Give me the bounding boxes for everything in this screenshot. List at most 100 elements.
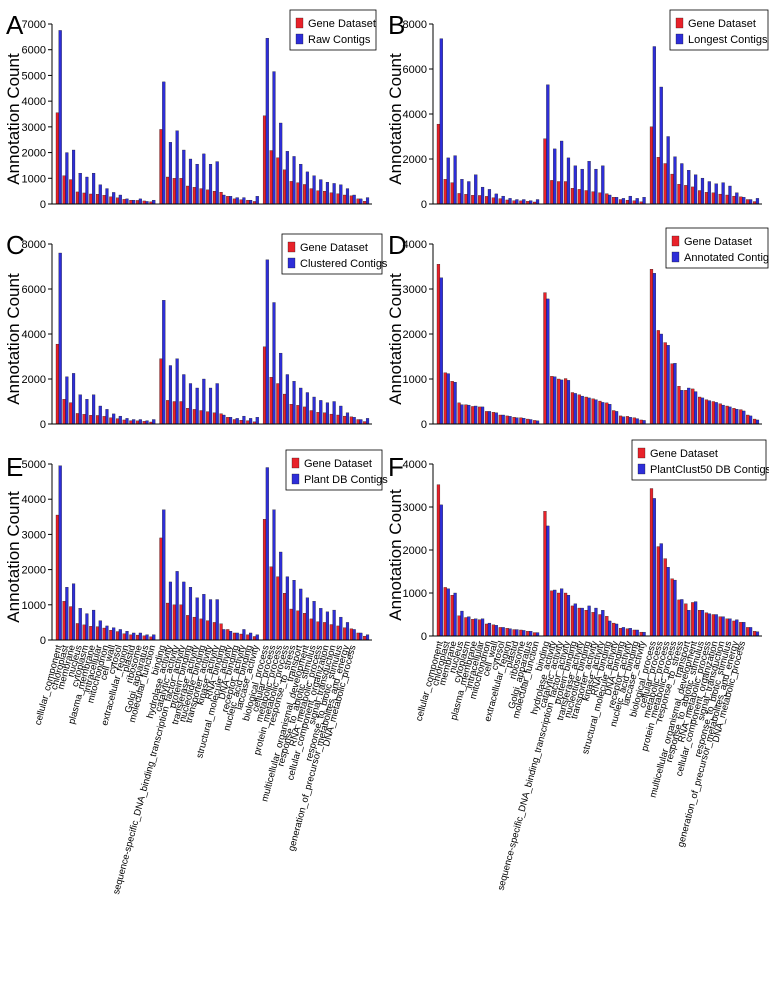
bar-c-s1-39 (325, 402, 329, 425)
legend: Gene Dataset PlantClust50 DB Contigs (631, 439, 769, 481)
bar-a-s1-22 (208, 163, 213, 205)
bar-a-s1-34 (292, 156, 296, 205)
bar-d-s1-0 (439, 277, 443, 425)
bar-c-s1-4 (85, 399, 89, 425)
bar-b-s0-34 (677, 184, 681, 205)
bar-b-s1-38 (707, 181, 711, 205)
bar-e-s1-35 (299, 588, 303, 641)
bar-b-s0-43 (739, 196, 743, 205)
bar-a-s1-42 (345, 188, 350, 205)
bar-a-s1-11 (132, 199, 136, 205)
y-tick-label: 4000 (22, 96, 46, 108)
bar-a-s0-35 (296, 182, 300, 205)
bar-d-s1-19 (573, 393, 577, 425)
bar-b-s1-5 (474, 174, 478, 205)
bar-a-s1-12 (138, 198, 142, 205)
bar-b-s1-40 (721, 182, 725, 205)
bar-b-s1-12 (522, 199, 526, 205)
bar-d-s1-25 (614, 411, 619, 425)
bar-e-s0-40 (329, 624, 333, 641)
bar-f-s0-38 (704, 612, 709, 637)
bar-c-s1-16 (168, 365, 172, 425)
bar-e-s1-42 (345, 622, 350, 641)
bar-a-s1-20 (195, 163, 199, 205)
bar-f-s0-27 (625, 628, 630, 637)
legend-label: Gene Dataset (684, 236, 752, 248)
bar-b-s1-7 (487, 189, 492, 205)
panel-letter: D (388, 230, 407, 260)
bar-d-s1-13 (529, 419, 533, 425)
bar-a-s0-40 (329, 192, 333, 205)
bar-f-s0-20 (577, 607, 581, 637)
bar-e-s0-42 (343, 627, 347, 641)
bar-f-s1-17 (560, 588, 564, 637)
legend: Gene Dataset Longest Contigs (669, 9, 769, 51)
bar-b-s1-3 (460, 179, 464, 205)
bar-c-s0-4 (82, 414, 86, 425)
bar-c-s1-15 (162, 300, 166, 425)
bar-e-s1-13 (145, 634, 149, 641)
bar-d-s0-5 (471, 406, 475, 425)
legend-label: Plant DB Contigs (304, 474, 388, 486)
bar-d-s1-15 (546, 298, 550, 425)
bar-a-s1-30 (265, 37, 269, 205)
bar-e-s1-40 (332, 609, 336, 641)
bar-a-s0-22 (206, 189, 210, 205)
bar-a-s0-15 (159, 129, 163, 205)
bar-a-s1-29 (255, 196, 259, 205)
bar-c-s1-18 (182, 374, 186, 425)
bar-b-s1-8 (494, 193, 498, 205)
bar-c-s0-33 (282, 393, 287, 425)
y-tick-label: 5000 (22, 459, 46, 471)
y-tick-label: 1000 (22, 600, 46, 612)
bar-c-s0-8 (109, 417, 113, 425)
bar-d-s1-18 (566, 380, 571, 425)
y-tick-label: 2000 (22, 148, 46, 160)
bar-d-s1-4 (467, 404, 471, 425)
bar-b-s1-11 (515, 199, 519, 205)
bar-b-s1-43 (742, 197, 746, 205)
bar-d-s1-7 (487, 411, 492, 425)
y-tick-label: 6000 (22, 45, 46, 57)
bar-a-s1-40 (332, 183, 336, 205)
y-tick-label: 3000 (403, 502, 427, 514)
bar-e-s1-4 (85, 613, 89, 641)
bar-c-s0-24 (219, 413, 223, 425)
panel-a: 0 1000 2000 3000 4000 5000 6000 7000 Annotation … (4, 9, 377, 211)
bar-d-s1-29 (642, 420, 646, 425)
bar-a-s0-28 (246, 199, 250, 205)
bar-d-s0-30 (649, 269, 654, 425)
bar-b-s1-27 (628, 195, 632, 205)
bar-b-s0-2 (450, 182, 454, 205)
bar-e-s1-26 (235, 632, 239, 641)
bar-b-s1-2 (453, 155, 457, 205)
bar-c-s1-3 (78, 394, 82, 425)
bar-a-s1-35 (299, 163, 303, 205)
bar-c-s0-6 (95, 415, 100, 425)
bar-c-s0-5 (89, 415, 93, 425)
bar-f-s0-19 (570, 605, 575, 637)
bar-d-s1-32 (666, 345, 670, 425)
bar-f-s0-32 (663, 558, 667, 637)
bar-d-s1-40 (721, 404, 725, 425)
bar-c-s1-12 (138, 419, 142, 425)
bar-f-s0-6 (478, 619, 482, 637)
bar-b-s1-41 (728, 185, 732, 205)
bar-e-s0-6 (95, 626, 100, 641)
bar-f-s0-29 (639, 631, 643, 637)
bar-d-s0-33 (670, 363, 674, 425)
bar-c-s0-9 (115, 418, 120, 425)
bar-e-s0-7 (102, 627, 106, 641)
bar-f-s0-23 (598, 614, 602, 637)
bar-b-s0-21 (584, 190, 588, 205)
bar-d-s1-43 (742, 410, 746, 425)
bar-c-s1-22 (208, 387, 213, 425)
bar-c-s0-35 (296, 405, 300, 425)
bar-e-s1-44 (359, 632, 363, 641)
bar-e-s0-32 (276, 576, 280, 641)
bar-f-s0-1 (443, 587, 447, 637)
bar-b-s0-41 (725, 194, 729, 205)
bar-b-s0-27 (625, 200, 630, 205)
bar-a-s0-43 (349, 195, 353, 205)
